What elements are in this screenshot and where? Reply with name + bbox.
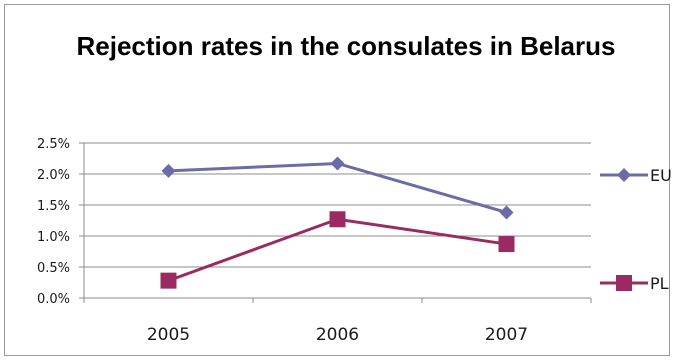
data-point-eu — [330, 156, 345, 171]
y-tick-label: 1.5% — [37, 199, 70, 214]
legend-label: PL — [650, 274, 669, 293]
y-tick-label: 2.0% — [37, 168, 70, 183]
series-eu — [161, 156, 514, 220]
y-tick-label: 1.0% — [37, 230, 70, 245]
x-tick-label: 2005 — [147, 325, 190, 345]
legend: EU PL — [600, 166, 672, 293]
series-pl — [160, 211, 515, 289]
y-tick-label: 0.0% — [37, 292, 70, 307]
chart-frame — [4, 4, 670, 356]
series-group — [160, 156, 515, 289]
x-axis-ticks: 2005 2006 2007 — [147, 325, 528, 345]
series-line-pl — [167, 217, 507, 283]
x-tick-label: 2007 — [485, 325, 528, 345]
data-point-pl — [329, 211, 346, 228]
gridlines — [84, 142, 591, 268]
legend-item-eu: EU — [600, 166, 672, 185]
legend-label: EU — [650, 166, 672, 185]
legend-item-pl: PL — [600, 274, 669, 293]
y-tick-label: 2.5% — [37, 137, 70, 152]
chart-title: Rejection rates in the consulates in Bel… — [77, 31, 616, 61]
legend-marker — [616, 275, 632, 291]
data-point-pl — [160, 272, 177, 289]
data-point-eu — [499, 205, 514, 220]
x-tick-label: 2006 — [316, 325, 359, 345]
axes — [79, 142, 592, 303]
y-tick-label: 0.5% — [37, 261, 70, 276]
legend-marker — [617, 168, 631, 182]
data-point-pl — [498, 236, 515, 253]
data-point-eu — [161, 163, 176, 178]
y-axis-ticks: 0.0% 0.5% 1.0% 1.5% 2.0% 2.5% — [37, 137, 70, 307]
